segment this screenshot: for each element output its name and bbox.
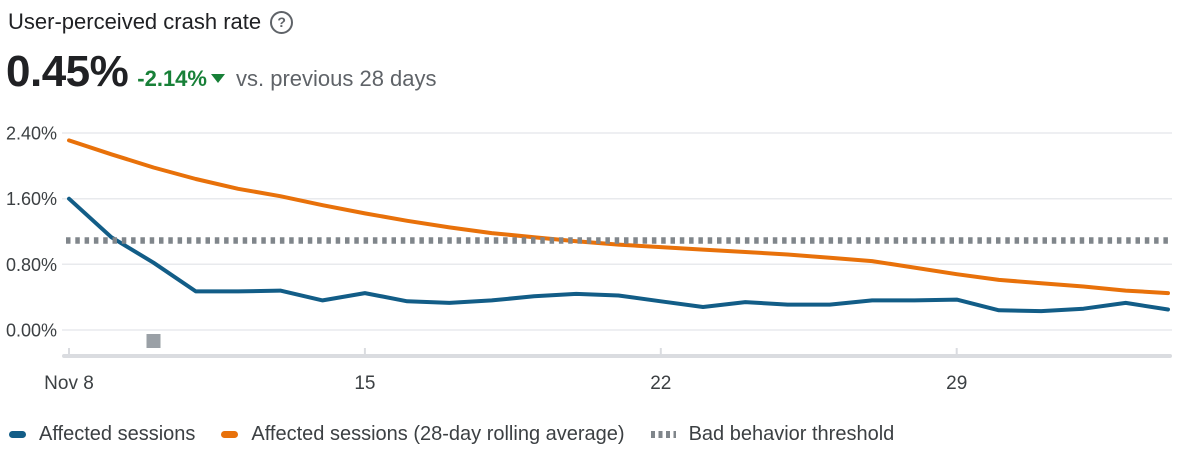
metric-delta: -2.14%	[137, 66, 207, 91]
line-swatch-icon	[9, 431, 26, 438]
line-swatch-icon	[221, 431, 239, 438]
release-marker[interactable]	[146, 334, 161, 348]
legend-label: Affected sessions	[39, 423, 196, 445]
legend-item: Affected sessions (28-day rolling averag…	[221, 423, 625, 446]
x-axis-tick	[659, 348, 662, 355]
x-axis-tick-label: 29	[946, 373, 967, 394]
comparison-label: vs. previous 28 days	[235, 66, 437, 91]
card-header: User-perceived crash rate ?	[8, 9, 294, 35]
y-axis-tick-label: 1.60%	[6, 189, 57, 209]
affected-sessions-28-day-rolling-average-line	[67, 138, 1170, 296]
legend-label: Bad behavior threshold	[688, 423, 895, 445]
y-axis-tick-label: 0.00%	[6, 321, 57, 341]
x-axis-tick	[955, 348, 958, 355]
x-axis-tick-label: Nov 8	[44, 373, 94, 394]
x-axis-tick-label: 22	[650, 373, 671, 394]
help-icon[interactable]: ?	[270, 10, 294, 34]
page-title: User-perceived crash rate	[8, 9, 262, 34]
legend-item: Bad behavior threshold	[650, 423, 895, 446]
y-axis-tick-label: 0.80%	[6, 255, 57, 275]
legend-item: Affected sessions	[9, 423, 195, 446]
x-axis-tick-label: 15	[354, 373, 375, 394]
metric-row: 0.45% -2.14% vs. previous 28 days	[6, 47, 437, 97]
crash-rate-chart[interactable]: 2.40% 1.60% 0.80% 0.00% Nov 8 15 22 29	[0, 105, 1200, 405]
metric-value: 0.45%	[6, 47, 129, 96]
x-axis-line	[62, 354, 1172, 358]
x-axis-tick	[363, 348, 366, 355]
chart-legend: Affected sessions Affected sessions (28-d…	[9, 423, 894, 446]
trend-down-icon	[210, 74, 225, 83]
dotted-line-swatch-icon	[650, 431, 676, 438]
legend-label: Affected sessions (28-day rolling averag…	[251, 423, 625, 445]
x-axis-tick	[68, 348, 70, 355]
affected-sessions-line	[67, 196, 1170, 314]
y-axis-tick-label: 2.40%	[6, 124, 57, 144]
